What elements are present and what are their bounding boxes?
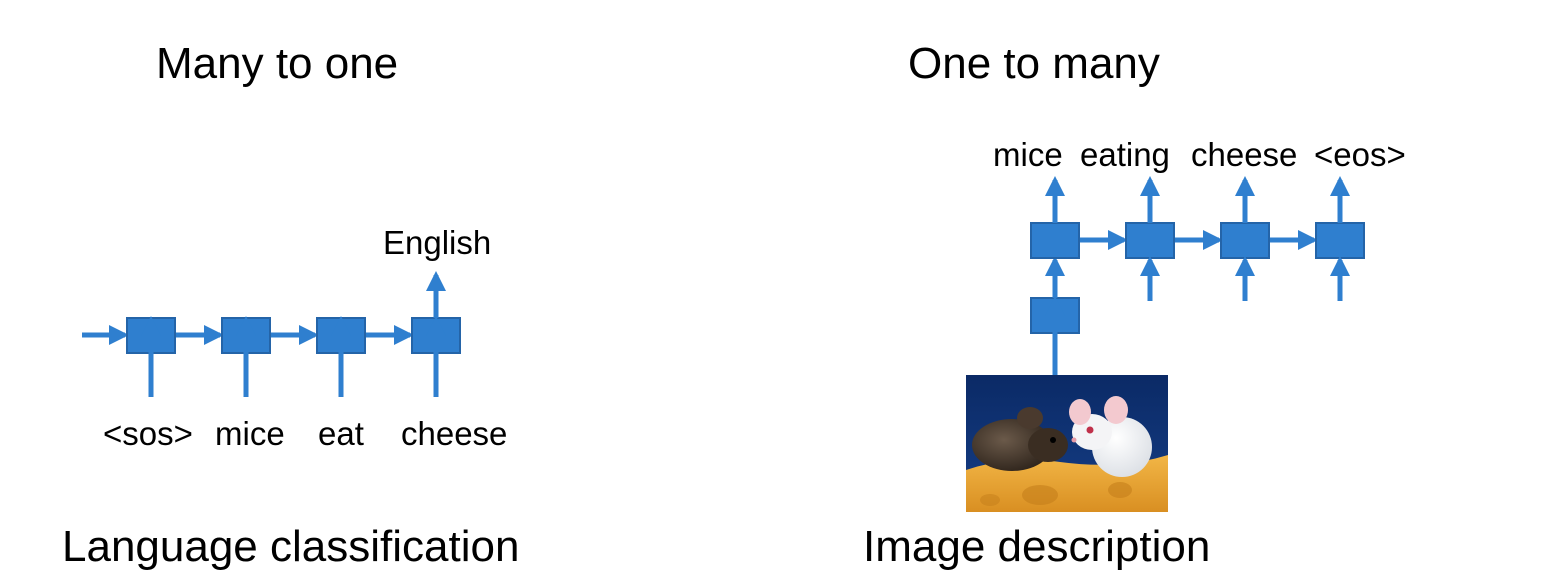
many-to-one-diagram [82, 271, 461, 397]
decoder-cell-2 [1125, 222, 1175, 259]
output-token-mice: mice [993, 136, 1063, 173]
output-label-english: English [383, 224, 492, 261]
output-token-eos: <eos> [1314, 136, 1406, 173]
decoder-cell-1 [1030, 222, 1080, 259]
input-token-mice: mice [215, 415, 285, 452]
input-token-sos: <sos> [103, 415, 193, 452]
left-title: Many to one [156, 39, 399, 88]
left-caption: Language classification [62, 522, 520, 571]
decoder-cell-4 [1315, 222, 1365, 259]
output-token-cheese: cheese [1191, 136, 1298, 173]
input-token-eat: eat [318, 415, 364, 452]
right-title: One to many [908, 39, 1160, 88]
input-token-cheese: cheese [401, 415, 508, 452]
decoder-cell-3 [1220, 222, 1270, 259]
mice-photo [966, 375, 1168, 512]
one-to-many-diagram [1030, 176, 1365, 377]
right-caption: Image description [863, 522, 1211, 571]
output-token-eating: eating [1080, 136, 1170, 173]
